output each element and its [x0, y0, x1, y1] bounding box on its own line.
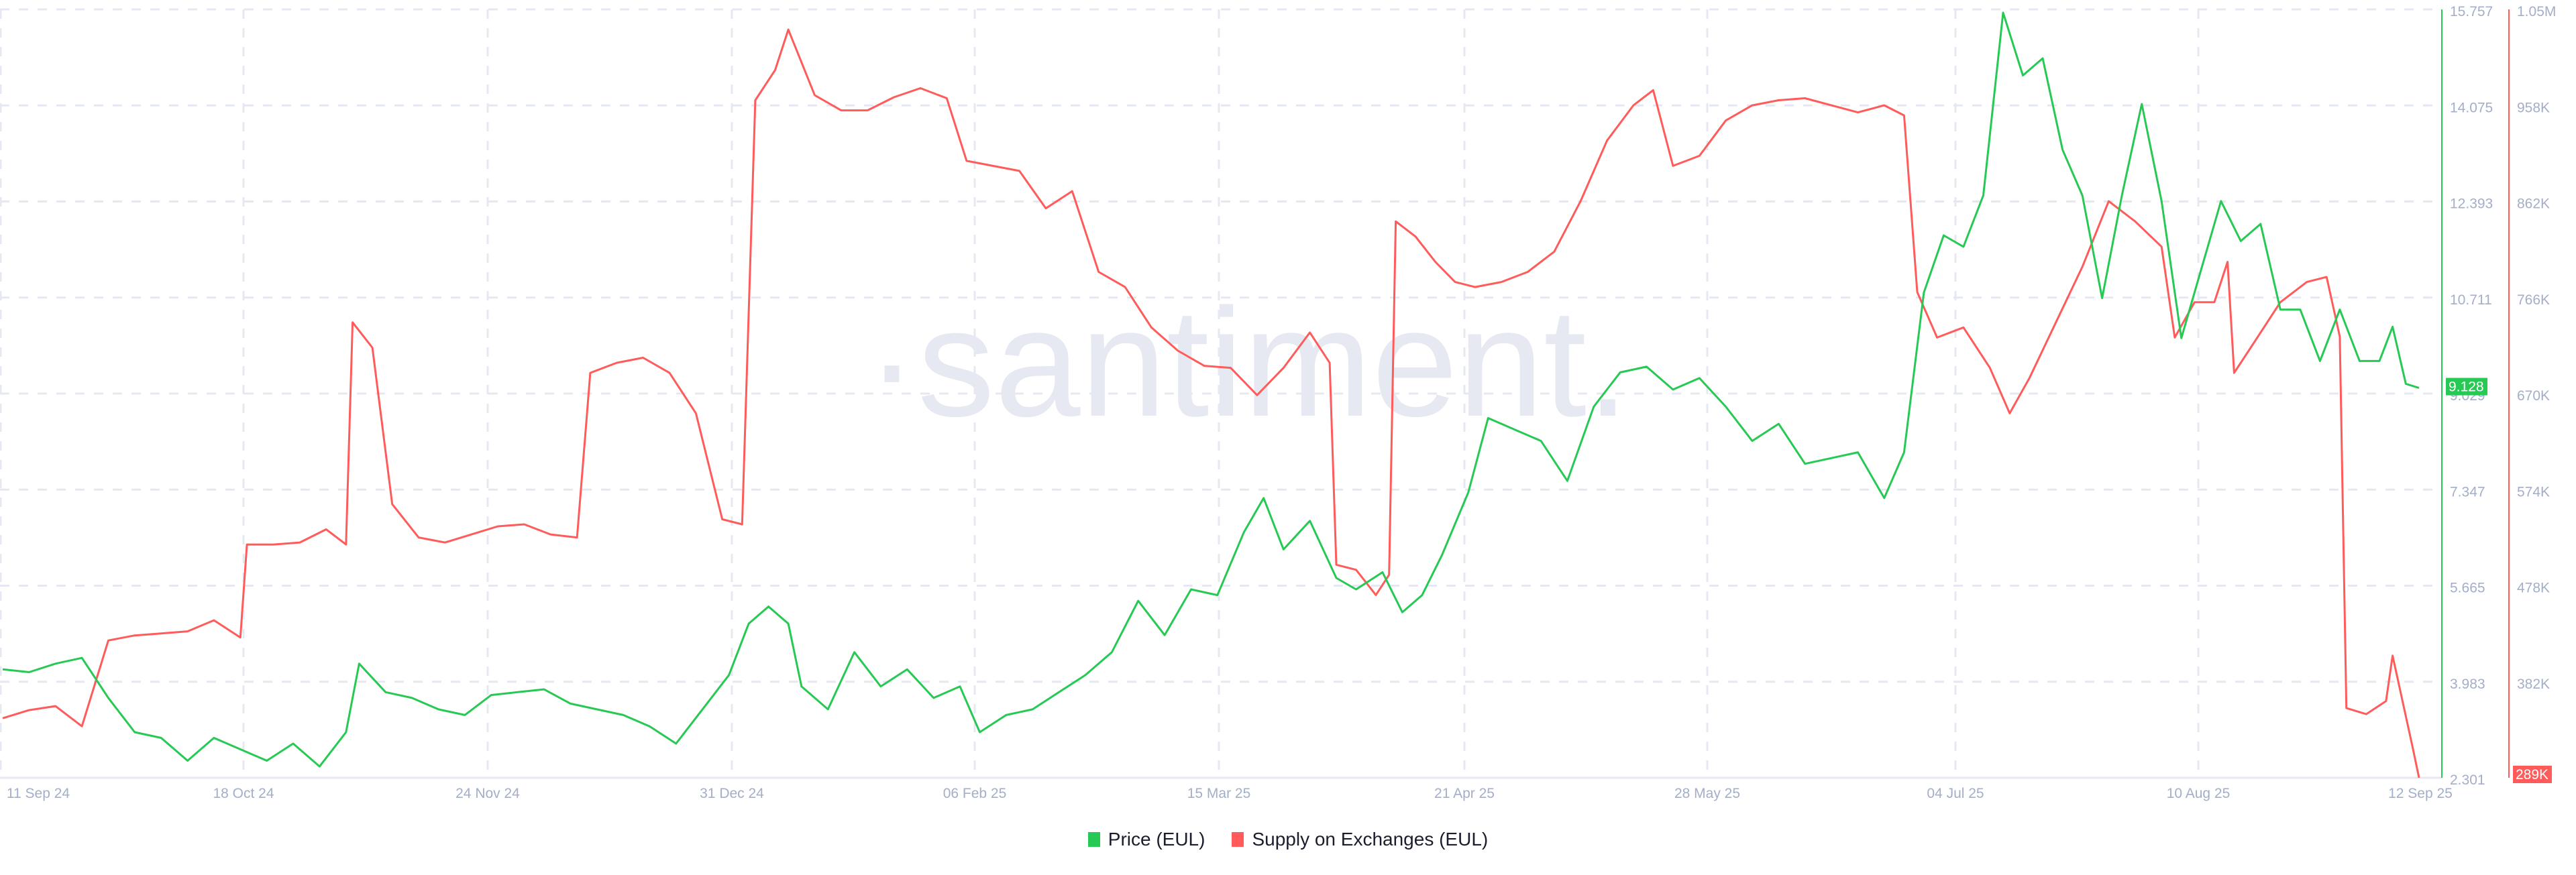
supply-tick-label: 670K [2517, 388, 2550, 404]
price-tick-label: 3.983 [2450, 677, 2485, 692]
price-swatch-icon [1087, 832, 1100, 847]
price-tick-label: 2.301 [2450, 772, 2485, 788]
price-current-badge [2446, 377, 2487, 396]
x-tick-label: 15 Mar 25 [1187, 786, 1251, 801]
chart-legend: Price (EUL) Supply on Exchanges (EUL) [0, 829, 2576, 850]
supply-current-badge [2513, 766, 2552, 783]
santiment-watermark: ·santiment. [866, 276, 1629, 449]
price-axis-ticks: 15.75714.07512.39310.7119.0297.3475.6653… [2423, 4, 2493, 788]
price-current-value: 9.128 [2449, 380, 2484, 395]
supply-swatch-icon [1232, 832, 1244, 847]
x-tick-label: 11 Sep 24 [7, 786, 70, 801]
price-tick-label: 14.075 [2450, 100, 2493, 115]
grid-lines [0, 8, 2428, 779]
supply-line[interactable] [2, 28, 2420, 778]
price-tick-label: 10.711 [2450, 292, 2492, 308]
legend-item-supply[interactable]: Supply on Exchanges (EUL) [1232, 829, 1488, 850]
legend-item-price[interactable]: Price (EUL) [1087, 829, 1205, 850]
price-tick-label: 12.393 [2450, 196, 2493, 212]
supply-tick-label: 478K [2517, 581, 2550, 596]
supply-tick-label: 958K [2517, 100, 2550, 115]
price-tick-label: 7.347 [2450, 484, 2485, 500]
x-tick-label: 18 Oct 24 [213, 786, 274, 801]
x-tick-label: 21 Apr 25 [1434, 786, 1495, 801]
x-tick-label: 10 Aug 25 [2167, 786, 2231, 801]
price-tick-label: 15.757 [2450, 4, 2493, 19]
supply-tick-label: 1.05M [2517, 4, 2556, 19]
legend-label-price: Price (EUL) [1108, 829, 1205, 850]
supply-axis-ticks: 1.05M 958K 862K 766K 670K 574K 478K 382K [2517, 4, 2556, 692]
supply-tick-label: 766K [2517, 292, 2550, 308]
supply-tick-label: 574K [2517, 484, 2550, 500]
legend-label-supply: Supply on Exchanges (EUL) [1252, 829, 1489, 850]
supply-tick-label: 862K [2517, 196, 2550, 212]
x-tick-label: 06 Feb 25 [943, 786, 1007, 801]
series-layer [2, 11, 2420, 778]
supply-tick-label: 382K [2517, 677, 2550, 692]
x-tick-label: 24 Nov 24 [455, 786, 520, 801]
x-tick-label: 12 Sep 25 [2388, 786, 2453, 801]
x-tick-label: 04 Jul 25 [1927, 786, 1984, 801]
x-tick-label: 28 May 25 [1674, 786, 1740, 801]
price-tick-label: 5.665 [2450, 581, 2485, 596]
x-axis-ticks: 11 Sep 24 18 Oct 24 24 Nov 24 31 Dec 24 06 F… [7, 786, 2453, 801]
x-tick-label: 31 Dec 24 [700, 786, 764, 801]
supply-current-value: 289K [2516, 767, 2548, 782]
current-value-badges: 9.128 289K [2446, 377, 2552, 783]
price-line[interactable] [2, 11, 2420, 768]
